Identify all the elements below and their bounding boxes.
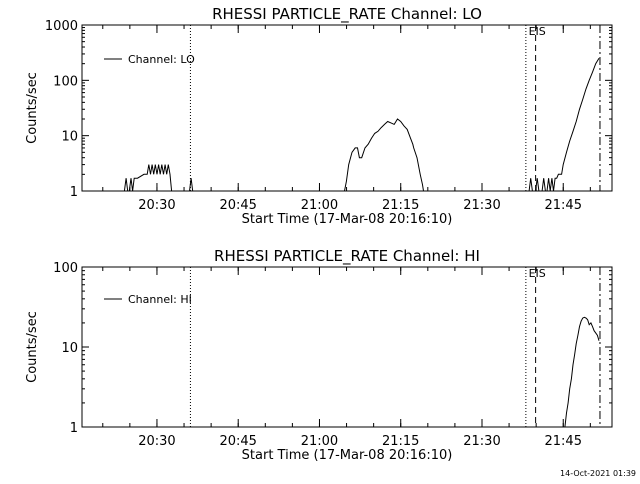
chart-title: RHESSI PARTICLE_RATE Channel: LO (212, 5, 482, 24)
series-line (123, 164, 194, 192)
series-line (564, 316, 600, 428)
event-marker-label: EIS (529, 267, 546, 280)
series-line (344, 118, 424, 192)
x-tick-label: 20:45 (219, 434, 256, 449)
x-axis-label: Start Time (17-Mar-08 20:16:10) (242, 212, 453, 227)
x-tick-label: 21:45 (545, 434, 582, 449)
plot-timestamp: 14-Oct-2021 01:39 (560, 469, 636, 478)
y-tick-label: 1000 (45, 19, 78, 34)
legend-label: Channel: LO (128, 53, 195, 66)
chart-title: RHESSI PARTICLE_RATE Channel: HI (214, 247, 480, 266)
x-tick-label: 21:15 (382, 434, 419, 449)
x-axis-label: Start Time (17-Mar-08 20:16:10) (242, 448, 453, 463)
event-marker-label: EIS (529, 25, 546, 38)
x-tick-label: 21:15 (382, 198, 419, 213)
plot-frame (81, 266, 613, 428)
x-tick-label: 21:00 (301, 198, 338, 213)
series-line (528, 58, 600, 192)
chart-panel-2: RHESSI PARTICLE_RATE Channel: HI 1 10 100 20… (25, 247, 613, 463)
x-tick-label: 20:30 (138, 434, 175, 449)
x-tick-label: 20:45 (219, 198, 256, 213)
x-tick-label: 21:30 (463, 434, 500, 449)
x-tick-label: 21:30 (463, 198, 500, 213)
y-tick-label: 100 (53, 74, 78, 89)
y-axis-label: Counts/sec (25, 311, 40, 383)
x-tick-label: 21:00 (301, 434, 338, 449)
y-tick-label: 100 (53, 261, 78, 276)
legend-label: Channel: HI (128, 293, 192, 306)
chart-panel-1: RHESSI PARTICLE_RATE Channel: LO 1 10 100 10… (25, 5, 613, 227)
y-tick-label: 10 (61, 341, 78, 356)
y-axis-label: Counts/sec (25, 72, 40, 144)
x-tick-label: 21:45 (545, 198, 582, 213)
y-tick-label: 10 (61, 130, 78, 145)
x-tick-label: 20:30 (138, 198, 175, 213)
y-tick-label: 1 (70, 421, 78, 436)
y-tick-label: 1 (70, 185, 78, 200)
